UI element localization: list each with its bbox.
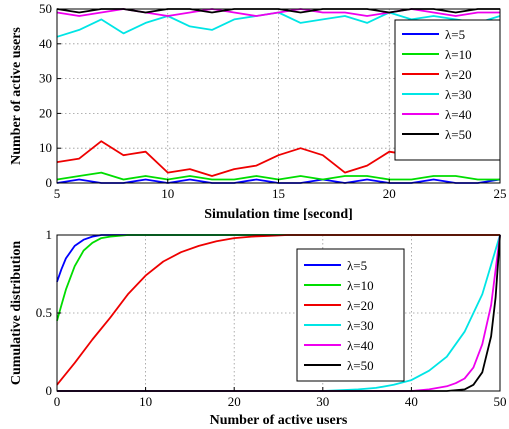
bottom-legend-label-4: λ=40 <box>347 338 374 353</box>
plot-cumulative-distribution: 0 10 20 30 40 50 0 0.5 1 Number of active users Cu… <box>9 227 507 428</box>
top-ytick-label: 50 <box>39 1 52 16</box>
top-legend-label-3: λ=30 <box>445 87 472 102</box>
top-ytick-label: 0 <box>46 175 53 190</box>
bottom-xtick-label: 50 <box>494 394 507 409</box>
top-ytick-label: 20 <box>39 105 52 120</box>
bottom-ytick-label: 0.5 <box>36 305 52 320</box>
bottom-ytick-label: 0 <box>46 383 53 398</box>
bottom-ytick-label: 1 <box>46 227 53 242</box>
bottom-y-axis-label: Cumulative distribution <box>9 241 24 386</box>
bottom-series-line-1 <box>56 234 500 322</box>
top-xtick-label: 10 <box>161 186 174 201</box>
top-ytick-label: 30 <box>39 71 52 86</box>
top-legend-label-1: λ=10 <box>445 47 472 62</box>
top-legend-label-0: λ=5 <box>445 27 465 42</box>
bottom-legend-label-1: λ=10 <box>347 278 374 293</box>
top-legend-box <box>394 19 501 161</box>
bottom-legend-box <box>296 248 405 382</box>
bottom-legend-label-3: λ=30 <box>347 318 374 333</box>
top-xtick-label: 15 <box>272 186 285 201</box>
top-xtick-label: 20 <box>383 186 396 201</box>
top-legend-label-4: λ=40 <box>445 107 472 122</box>
top-legend-label-5: λ=50 <box>445 127 472 142</box>
top-xtick-label: 25 <box>494 186 507 201</box>
top-y-axis-label: Number of active users <box>9 27 24 165</box>
plot-active-users-over-time: 5 10 15 20 25 0 10 20 30 40 50 Simulation time [sec… <box>9 1 507 222</box>
bottom-x-axis-label: Number of active users <box>210 413 348 428</box>
top-xtick-label: 5 <box>54 186 61 201</box>
top-legend-label-2: λ=20 <box>445 67 472 82</box>
bottom-legend-label-2: λ=20 <box>347 298 374 313</box>
top-ytick-label: 40 <box>39 36 52 51</box>
bottom-legend-label-0: λ=5 <box>347 258 367 273</box>
bottom-xtick-label: 0 <box>54 394 61 409</box>
bottom-xtick-label: 10 <box>139 394 152 409</box>
top-x-axis-label: Simulation time [second] <box>204 207 353 222</box>
bottom-xtick-label: 40 <box>405 394 418 409</box>
bottom-xtick-label: 20 <box>228 394 241 409</box>
top-ytick-label: 10 <box>39 140 52 155</box>
bottom-legend-label-5: λ=50 <box>347 358 374 373</box>
bottom-series-line-3 <box>57 234 501 392</box>
bottom-xtick-label: 30 <box>316 394 329 409</box>
